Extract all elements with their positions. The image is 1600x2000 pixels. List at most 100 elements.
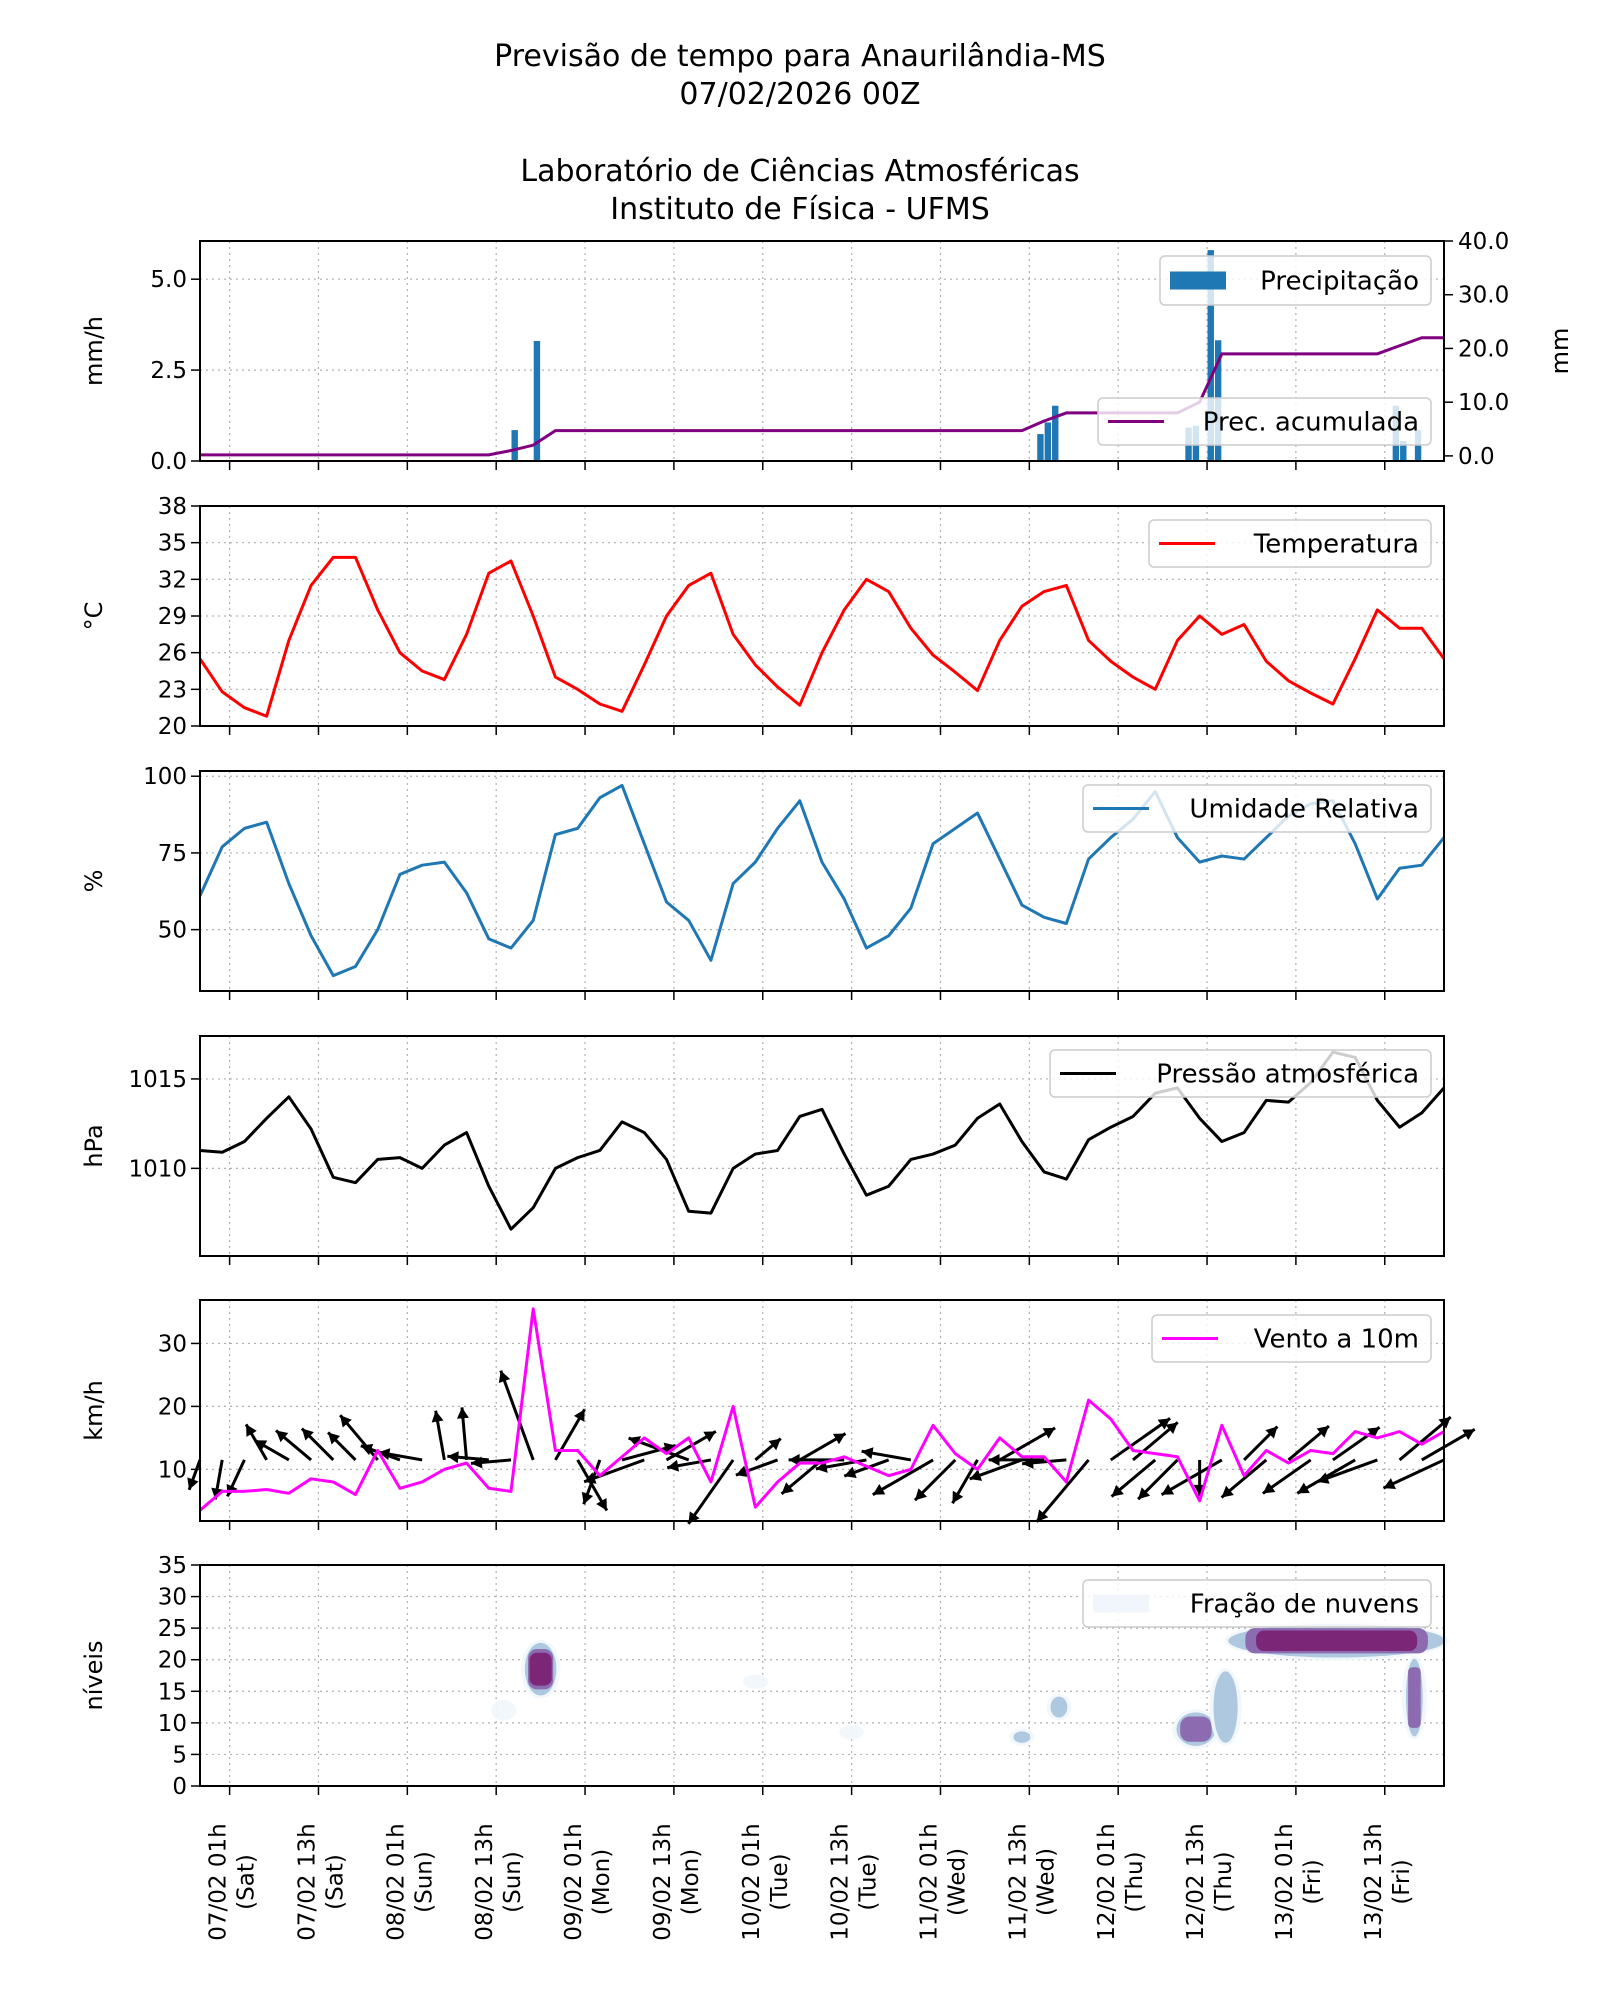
legend-precipitation: Precipitação [1159, 255, 1432, 306]
panel-5: 10 20 30 km/h [80, 1299, 1476, 1530]
x-tick-label: 12/02 01h (Thu) [1094, 1823, 1148, 1940]
x-tick-label: 12/02 13h (Thu) [1183, 1823, 1237, 1940]
x-tick-label-date: 09/02 13h [650, 1823, 676, 1940]
wind-arrow-head [844, 1466, 857, 1478]
x-tick-label-date: 07/02 01h [206, 1823, 232, 1940]
wind-arrow-head [275, 1430, 289, 1443]
x-tick-label-weekday: (Wed) [944, 1848, 970, 1916]
wind-arrow-head [1157, 1418, 1171, 1430]
x-tick-label-weekday: (Fri) [1300, 1859, 1326, 1904]
legend-frame [1097, 397, 1432, 446]
wind-arrow [1109, 1417, 1171, 1462]
y-tick-label: 1010 [128, 1156, 187, 1182]
legend-label: Vento a 10m [1254, 1325, 1419, 1355]
y-tick-label: 75 [158, 841, 187, 867]
cloud-core [1180, 1716, 1212, 1742]
y-tick-label: 10 [158, 1457, 187, 1483]
axes-frame [199, 1035, 1445, 1257]
axes-frame [199, 1564, 1445, 1787]
wind-arrow-head [1138, 1487, 1151, 1500]
legend-temperature: Temperatura [1148, 519, 1432, 568]
wind-arrow-head [735, 1465, 749, 1477]
y-tick-label: 0 [172, 1774, 187, 1800]
y-tick-label: 30 [158, 1331, 187, 1357]
x-tick-label-weekday: (Sat) [322, 1854, 348, 1910]
legend-frame [1151, 1314, 1432, 1363]
legend-cloud-fraction: Fração de nuvens [1082, 1579, 1432, 1628]
right-y-tick-label: 40.0 [1458, 229, 1509, 255]
precipitation-bar [511, 430, 518, 461]
wind-arrow-head [470, 1456, 483, 1469]
wind-arrow-head [1111, 1484, 1124, 1497]
legend-frame [1082, 784, 1432, 833]
wind-arrow [969, 1458, 1023, 1481]
x-tick-label-date: 11/02 13h [1005, 1823, 1031, 1940]
wind-arrow-head [703, 1431, 716, 1443]
wind-arrow [1021, 1456, 1067, 1469]
x-tick-label-date: 08/02 01h [383, 1823, 409, 1940]
x-tick-label-date: 10/02 01h [739, 1823, 765, 1940]
y-tick-label: 20 [158, 714, 187, 740]
legend-frame [1148, 519, 1432, 568]
axes-frame [199, 240, 1445, 462]
wind-arrow-head [254, 1440, 268, 1451]
wind-arrow [431, 1410, 446, 1461]
wind-arrow [456, 1407, 469, 1461]
legend-label: Temperatura [1253, 530, 1419, 560]
wind-arrow [327, 1431, 357, 1461]
wind-arrow [1110, 1458, 1157, 1498]
wind-arrow [339, 1414, 379, 1461]
wind-arrow [1382, 1458, 1445, 1490]
x-tick-label-weekday: (Sat) [234, 1854, 260, 1910]
wind-arrow-head [340, 1415, 352, 1428]
legend-pressure: Pressão atmosférica [1049, 1049, 1432, 1098]
wind-arrow [872, 1458, 934, 1497]
x-tick-label-weekday: (Fri) [1389, 1859, 1415, 1904]
precipitation-bar [1052, 405, 1059, 461]
right-y-axis-label: mm [1546, 328, 1574, 375]
wind-arrow-head [187, 1477, 199, 1490]
x-tick-label-date: 08/02 13h [472, 1823, 498, 1940]
accumulated-precipitation-line [200, 336, 1444, 457]
title-location: Previsão de tempo para Anaurilândia-MS [494, 39, 1106, 74]
y-tick-label: 32 [158, 567, 187, 593]
cloud-dense [1256, 1630, 1418, 1652]
wind-arrow-head [768, 1438, 781, 1451]
precipitation-bar [533, 341, 541, 461]
wind-arrow-head [969, 1469, 983, 1481]
x-tick-label: 10/02 01h (Tue) [739, 1823, 793, 1940]
wind-arrow [1262, 1458, 1312, 1495]
title-institute: Instituto de Física - UFMS [610, 192, 990, 227]
series-line [199, 1307, 1445, 1512]
x-tick-label: 11/02 13h (Wed) [1005, 1823, 1059, 1940]
x-tick-label-weekday: (Mon) [589, 1849, 615, 1915]
wind-arrow-head [1316, 1425, 1329, 1438]
legend-label: Pressão atmosférica [1156, 1060, 1419, 1090]
y-tick-label: 30 [158, 1585, 187, 1611]
x-tick-label: 08/02 13h (Sun) [472, 1823, 526, 1940]
wind-arrow-shaft [1398, 1415, 1452, 1462]
panel-4: 1010 1015 hPa [80, 1035, 1446, 1265]
wind-arrow-head [584, 1472, 597, 1484]
wind-arrow [187, 1459, 202, 1491]
legend-wind: Vento a 10m [1151, 1314, 1432, 1363]
wind-arrow-head [431, 1410, 444, 1423]
wind-arrow-head [1265, 1426, 1278, 1439]
wind-arrow [470, 1456, 512, 1469]
y-tick-label: 10 [158, 1711, 187, 1737]
x-tick-label: 11/02 01h (Wed) [916, 1823, 970, 1940]
axes-frame [199, 505, 1445, 727]
x-tick-label-weekday: (Tue) [856, 1853, 882, 1910]
series-line [198, 555, 1446, 718]
wind-arrow-head [1462, 1429, 1475, 1441]
y-tick-label: 100 [143, 764, 187, 790]
wind-arrow-head [456, 1407, 469, 1419]
y-tick-label: 38 [158, 494, 187, 520]
wind-arrow [1220, 1458, 1268, 1499]
wind-arrow-head [788, 1453, 800, 1466]
wind-arrow-shaft [1109, 1417, 1171, 1462]
wind-arrow [447, 1451, 489, 1464]
panel-6: 0 5 10 15 20 25 30 35 níveis [80, 1553, 1449, 1800]
x-tick-label: 13/02 01h (Fri) [1272, 1823, 1326, 1940]
